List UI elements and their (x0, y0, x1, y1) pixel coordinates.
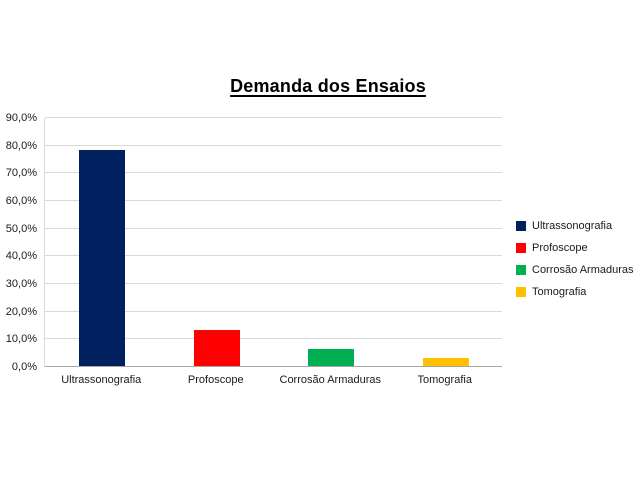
y-tick-label: 0,0% (11, 361, 37, 373)
bar-profoscope (193, 330, 240, 366)
plot-area (44, 117, 502, 367)
y-axis-labels: 0,0% 10,0% 20,0% 30,0% 40,0% 50,0% 60,0% 70,0% 8… (0, 112, 37, 373)
bar-tomografia (422, 357, 469, 366)
gridline-80 (45, 144, 502, 146)
bar-corrosao-armaduras (308, 349, 355, 366)
legend-label: Tomografia (532, 286, 587, 298)
legend-swatch-icon (516, 265, 526, 275)
bar-ultrassonografia (79, 150, 126, 366)
y-tick-label: 10,0% (5, 333, 37, 346)
gridline-90 (45, 117, 502, 118)
x-axis-line (45, 366, 502, 367)
legend-swatch-icon (516, 243, 526, 253)
gridline-20 (45, 310, 502, 312)
x-category-label-corrosao-armaduras: Corrosão Armaduras (279, 374, 382, 386)
y-tick-label: 50,0% (5, 222, 37, 235)
gridline-40 (45, 255, 502, 257)
legend-swatch-icon (516, 221, 526, 231)
legend-item-profoscope: Profoscope (516, 237, 634, 259)
legend-item-ultrassonografia: Ultrassonografia (516, 215, 634, 237)
y-tick-label: 40,0% (5, 250, 37, 263)
gridline-30 (45, 283, 502, 284)
gridline-70 (45, 172, 502, 174)
legend: Ultrassonografia Profoscope Corrosão Armad… (516, 215, 634, 303)
y-tick-label: 80,0% (5, 139, 37, 152)
chart-title: Demanda dos Ensaios (230, 76, 426, 96)
y-tick-label: 70,0% (5, 167, 37, 180)
legend-label: Ultrassonografia (532, 220, 613, 232)
legend-item-tomografia: Tomografia (516, 281, 634, 303)
x-category-label-tomografia: Tomografia (417, 374, 472, 386)
y-tick-label: 30,0% (5, 278, 37, 290)
x-axis-labels: Ultrassonografia Profoscope Corrosão Armad… (44, 374, 502, 386)
x-category-label-ultrassonografia: Ultrassonografia (61, 374, 142, 386)
gridline-10 (45, 338, 502, 340)
legend-label: Corrosão Armaduras (532, 264, 634, 276)
legend-label: Profoscope (532, 242, 588, 254)
y-tick-label: 20,0% (5, 305, 37, 318)
x-category-label-profoscope: Profoscope (187, 374, 244, 386)
y-tick-label: 90,0% (5, 112, 37, 124)
legend-item-corrosao-armaduras: Corrosão Armaduras (516, 259, 634, 281)
y-tick-label: 60,0% (5, 195, 37, 207)
gridline-60 (45, 200, 502, 201)
gridline-50 (45, 227, 502, 229)
legend-swatch-icon (516, 287, 526, 297)
